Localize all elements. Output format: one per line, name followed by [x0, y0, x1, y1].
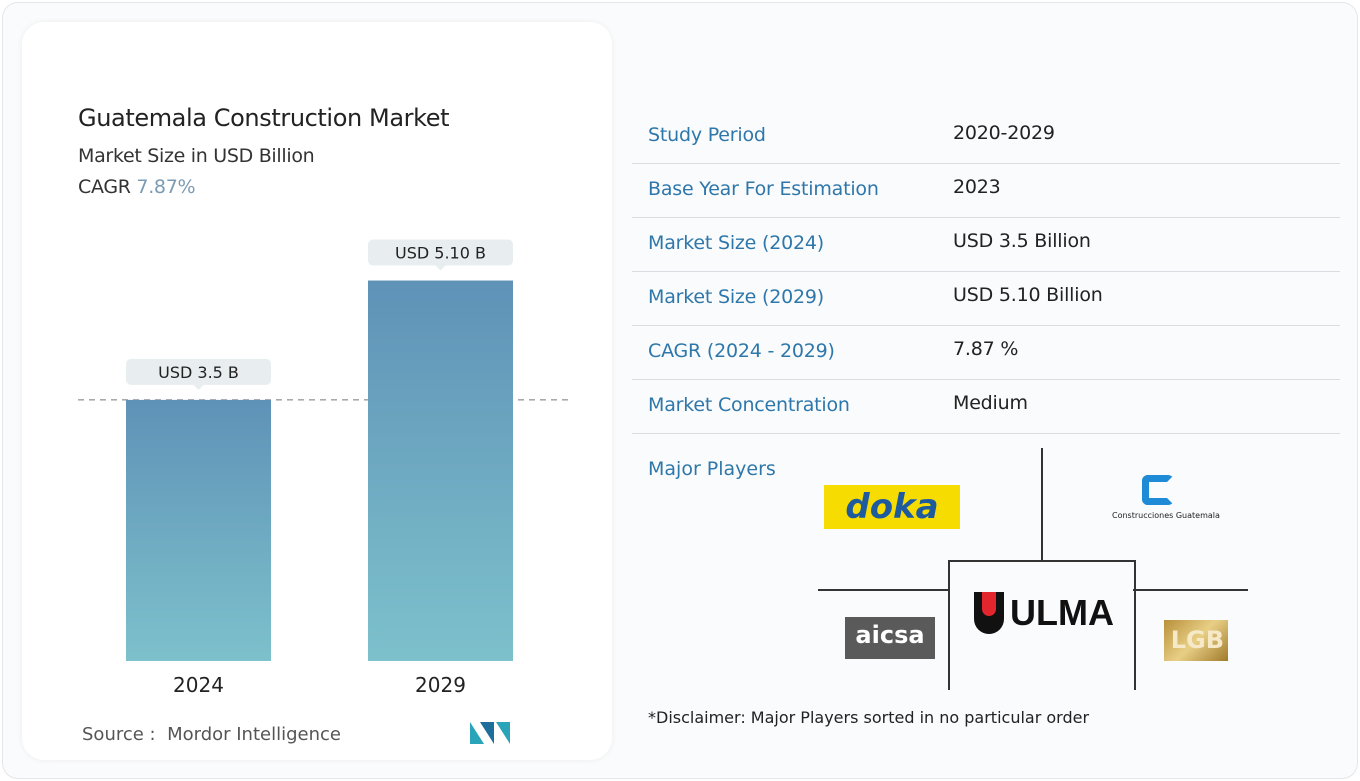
chart-subtitle: Market Size in USD Billion	[78, 145, 315, 167]
ulma-box	[948, 560, 1136, 690]
row-value: USD 5.10 Billion	[953, 284, 1103, 306]
x-tick-label: 2024	[173, 673, 224, 697]
row-value: 7.87 %	[953, 338, 1019, 360]
row-value: Medium	[953, 392, 1028, 414]
summary-table: Study Period 2020-2029 Base Year For Estim…	[632, 110, 1340, 434]
data-label-bg	[368, 239, 513, 266]
mordor-logo-icon	[470, 722, 510, 744]
cagr-value: 7.87%	[136, 176, 196, 198]
divider	[1041, 448, 1043, 560]
chart-title: Guatemala Construction Market	[78, 104, 450, 132]
row-value: USD 3.5 Billion	[953, 230, 1091, 252]
source: Source : Mordor Intelligence	[82, 724, 341, 745]
ulma-logo: ULMA	[974, 592, 1114, 634]
row-key: Study Period	[648, 124, 766, 146]
cagr: CAGR 7.87%	[78, 176, 196, 198]
row-key: Base Year For Estimation	[648, 178, 879, 200]
divider	[1133, 589, 1248, 591]
construcciones-guatemala-logo: Construcciones Guatemala	[1112, 475, 1220, 535]
data-label-bg	[126, 358, 271, 385]
table-row: Study Period 2020-2029	[632, 110, 1340, 164]
x-tick-label: 2029	[415, 673, 466, 697]
data-label: USD 3.5 B	[158, 363, 239, 382]
divider	[818, 589, 948, 591]
row-key: Market Concentration	[648, 394, 850, 416]
table-row: Base Year For Estimation 2023	[632, 164, 1340, 218]
source-label: Source :	[82, 724, 156, 745]
bar-2029	[368, 280, 513, 661]
row-key: Market Size (2024)	[648, 232, 824, 254]
doka-logo: doka	[824, 485, 960, 529]
row-key: CAGR (2024 - 2029)	[648, 340, 835, 362]
data-label-pointer	[193, 384, 204, 390]
data-label: USD 5.10 B	[395, 244, 486, 263]
source-value: Mordor Intelligence	[167, 724, 341, 745]
cagr-label: CAGR	[78, 176, 131, 198]
table-row: Market Size (2024) USD 3.5 Billion	[632, 218, 1340, 272]
disclaimer: *Disclaimer: Major Players sorted in no …	[648, 708, 1090, 727]
table-row: CAGR (2024 - 2029) 7.87 %	[632, 326, 1340, 380]
table-row: Market Concentration Medium	[632, 380, 1340, 434]
bar-2024	[126, 399, 271, 661]
chart-card	[22, 22, 612, 760]
row-value: 2023	[953, 176, 1001, 198]
major-players-label: Major Players	[648, 458, 776, 480]
aicsa-logo: aicsa	[845, 617, 935, 659]
table-row: Market Size (2029) USD 5.10 Billion	[632, 272, 1340, 326]
bar-chart: USD 3.5 B 2024 USD 5.10 B 2029	[78, 239, 568, 697]
lgb-logo: LGB	[1164, 620, 1228, 661]
data-label-pointer	[435, 265, 446, 271]
row-key: Market Size (2029)	[648, 286, 824, 308]
row-value: 2020-2029	[953, 122, 1055, 144]
